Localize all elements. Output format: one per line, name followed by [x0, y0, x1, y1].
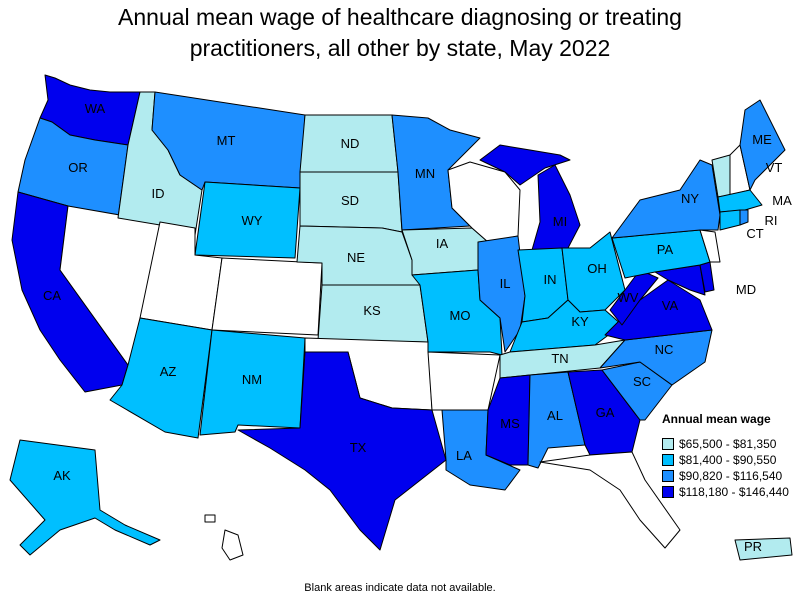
- label-ca: CA: [43, 288, 61, 303]
- label-il: IL: [500, 276, 511, 291]
- label-mn: MN: [415, 166, 435, 181]
- legend-rows: $65,500 - $81,350 $81,400 - $90,550 $90,82…: [662, 436, 798, 500]
- state-wv[interactable]: [609, 269, 659, 326]
- legend-item: $81,400 - $90,550: [662, 452, 798, 468]
- state-ct[interactable]: [719, 209, 741, 231]
- label-nm: NM: [242, 372, 262, 387]
- legend-label: $90,820 - $116,540: [679, 469, 783, 483]
- label-tx: TX: [350, 440, 367, 455]
- label-oh: OH: [587, 261, 607, 276]
- label-ne: NE: [347, 250, 365, 265]
- label-md: MD: [736, 282, 756, 297]
- label-ma: MA: [772, 193, 792, 208]
- legend-title: Annual mean wage: [662, 412, 771, 426]
- state-hi-islands[interactable]: [204, 514, 216, 523]
- map-title: Annual mean wage of healthcare diagnosin…: [0, 2, 800, 64]
- title-line-1: Annual mean wage of healthcare diagnosin…: [118, 4, 682, 30]
- label-wy: WY: [242, 213, 263, 228]
- label-or: OR: [68, 160, 88, 175]
- label-mi: MI: [553, 214, 567, 229]
- label-az: AZ: [160, 364, 177, 379]
- legend-label: $118,180 - $146,440: [679, 485, 789, 499]
- state-tx[interactable]: [237, 351, 447, 551]
- label-ia: IA: [436, 236, 449, 251]
- legend-item: $65,500 - $81,350: [662, 436, 798, 452]
- label-sc: SC: [633, 374, 651, 389]
- label-me: ME: [752, 132, 772, 147]
- state-nj[interactable]: [699, 229, 721, 263]
- label-pr: PR: [744, 539, 762, 554]
- state-ri[interactable]: [739, 209, 749, 226]
- label-ak: AK: [53, 468, 71, 483]
- state-fl[interactable]: [539, 451, 681, 549]
- label-wv: WV: [618, 290, 639, 305]
- legend-swatch: [662, 438, 674, 450]
- legend-swatch: [662, 470, 674, 482]
- label-la: LA: [456, 448, 472, 463]
- label-al: AL: [547, 408, 563, 423]
- label-id: ID: [152, 186, 165, 201]
- label-ri: RI: [765, 213, 778, 228]
- state-mi-upper[interactable]: [479, 144, 571, 186]
- label-nd: ND: [341, 136, 360, 151]
- state-co[interactable]: [211, 257, 323, 336]
- legend-item: $118,180 - $146,440: [662, 484, 798, 500]
- state-ak[interactable]: [9, 439, 161, 556]
- legend-label: $65,500 - $81,350: [679, 437, 777, 451]
- state-hi[interactable]: [221, 529, 244, 561]
- state-ny[interactable]: [611, 159, 721, 239]
- state-pr[interactable]: [734, 537, 793, 561]
- label-ga: GA: [596, 405, 615, 420]
- state-ma[interactable]: [717, 189, 763, 213]
- label-ct: CT: [746, 226, 763, 241]
- legend: Annual mean wage $65,500 - $81,350 $81,40…: [662, 412, 798, 500]
- state-mi[interactable]: [531, 164, 581, 251]
- label-ky: KY: [571, 314, 589, 329]
- label-va: VA: [662, 298, 679, 313]
- label-ny: NY: [681, 191, 699, 206]
- title-line-2: practitioners, all other by state, May 2…: [189, 35, 611, 61]
- label-wa: WA: [85, 101, 106, 116]
- label-in: IN: [544, 272, 557, 287]
- legend-swatch: [662, 454, 674, 466]
- label-mo: MO: [450, 308, 471, 323]
- label-ms: MS: [500, 416, 520, 431]
- label-mt: MT: [217, 133, 236, 148]
- state-labels: WA OR CA ID AZ MT WY NM ND SD NE KS TX MN IA MO LA IL MI IN…: [43, 101, 792, 554]
- label-ks: KS: [363, 303, 381, 318]
- label-tn: TN: [551, 351, 568, 366]
- legend-label: $81,400 - $90,550: [679, 453, 777, 467]
- state-wy[interactable]: [194, 181, 301, 259]
- label-vt: VT: [766, 160, 783, 175]
- legend-swatch: [662, 486, 674, 498]
- legend-item: $90,820 - $116,540: [662, 468, 798, 484]
- label-nc: NC: [655, 342, 674, 357]
- label-pa: PA: [657, 242, 674, 257]
- state-me[interactable]: [739, 99, 786, 191]
- state-ar[interactable]: [427, 351, 501, 411]
- label-sd: SD: [341, 193, 359, 208]
- footnote: Blank areas indicate data not available.: [304, 582, 496, 594]
